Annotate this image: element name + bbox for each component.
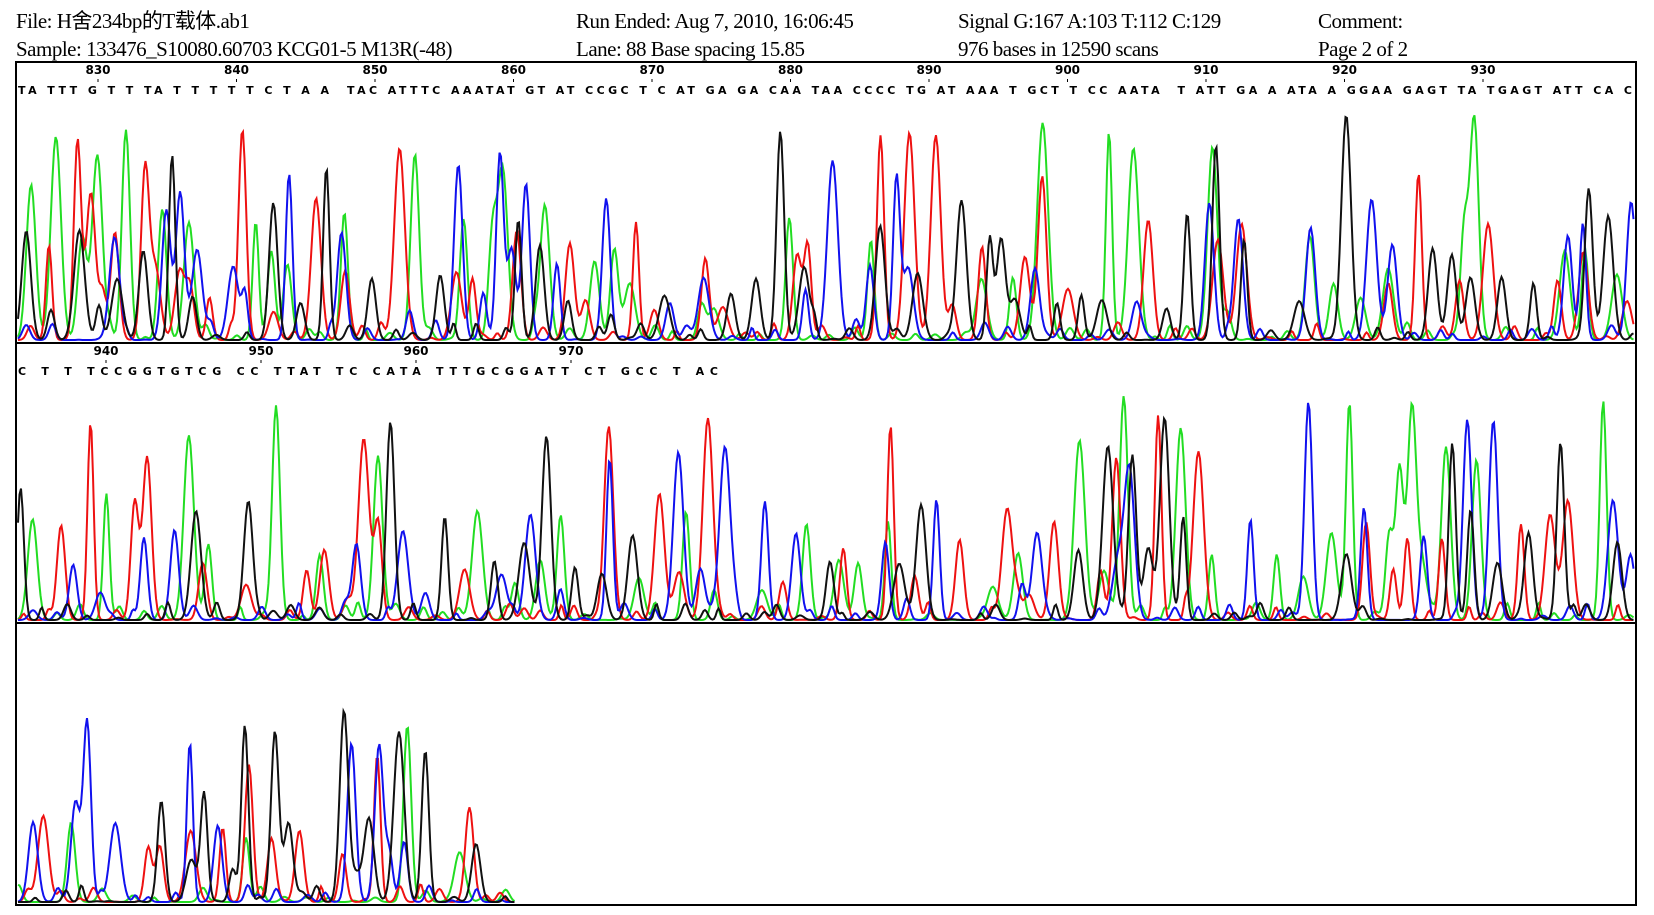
base-position: 870 <box>639 63 664 77</box>
base-calls: TA TTT G T T TA T T T T T C T A A TAC AT… <box>18 84 1632 97</box>
lane: Lane: 88 Base spacing 15.85 <box>576 37 805 61</box>
trace-g <box>17 114 1634 342</box>
base-position: 930 <box>1470 63 1495 77</box>
trace-panel <box>15 622 1637 906</box>
base-position: 850 <box>362 63 387 77</box>
trace-c <box>17 415 1634 622</box>
base-position: 860 <box>501 63 526 77</box>
page-number: Page 2 of 2 <box>1318 37 1408 61</box>
comment: Comment: <box>1318 9 1403 33</box>
base-position: 940 <box>93 344 118 358</box>
trace-c <box>17 115 1634 342</box>
signal: Signal G:167 A:103 T:112 C:129 <box>958 9 1221 33</box>
trace-c <box>18 707 515 904</box>
base-position: 960 <box>403 344 428 358</box>
file-name: File: H舍234bp的T载体.ab1 <box>16 9 249 33</box>
base-position: 890 <box>916 63 941 77</box>
base-position: 880 <box>778 63 803 77</box>
trace-panel: 830 840 850 860 870 880 890 900 910 920 930 TA TTT … <box>15 61 1637 344</box>
trace-t <box>17 152 1635 342</box>
base-position: 950 <box>248 344 273 358</box>
trace-t <box>18 402 1635 621</box>
base-position: 910 <box>1193 63 1218 77</box>
trace-a <box>17 757 515 903</box>
base-position: 840 <box>224 63 249 77</box>
run-ended: Run Ended: Aug 7, 2010, 16:06:45 <box>576 9 853 33</box>
sample-name: Sample: 133476_S10080.60703 KCG01-5 M13R… <box>16 37 453 61</box>
base-position: 900 <box>1055 63 1080 77</box>
base-position: 830 <box>85 63 110 77</box>
base-position: 920 <box>1332 63 1357 77</box>
base-position: 970 <box>558 344 583 358</box>
trace-t <box>17 717 515 903</box>
panel-frame <box>15 622 1637 906</box>
bases: 976 bases in 12590 scans <box>958 37 1159 61</box>
